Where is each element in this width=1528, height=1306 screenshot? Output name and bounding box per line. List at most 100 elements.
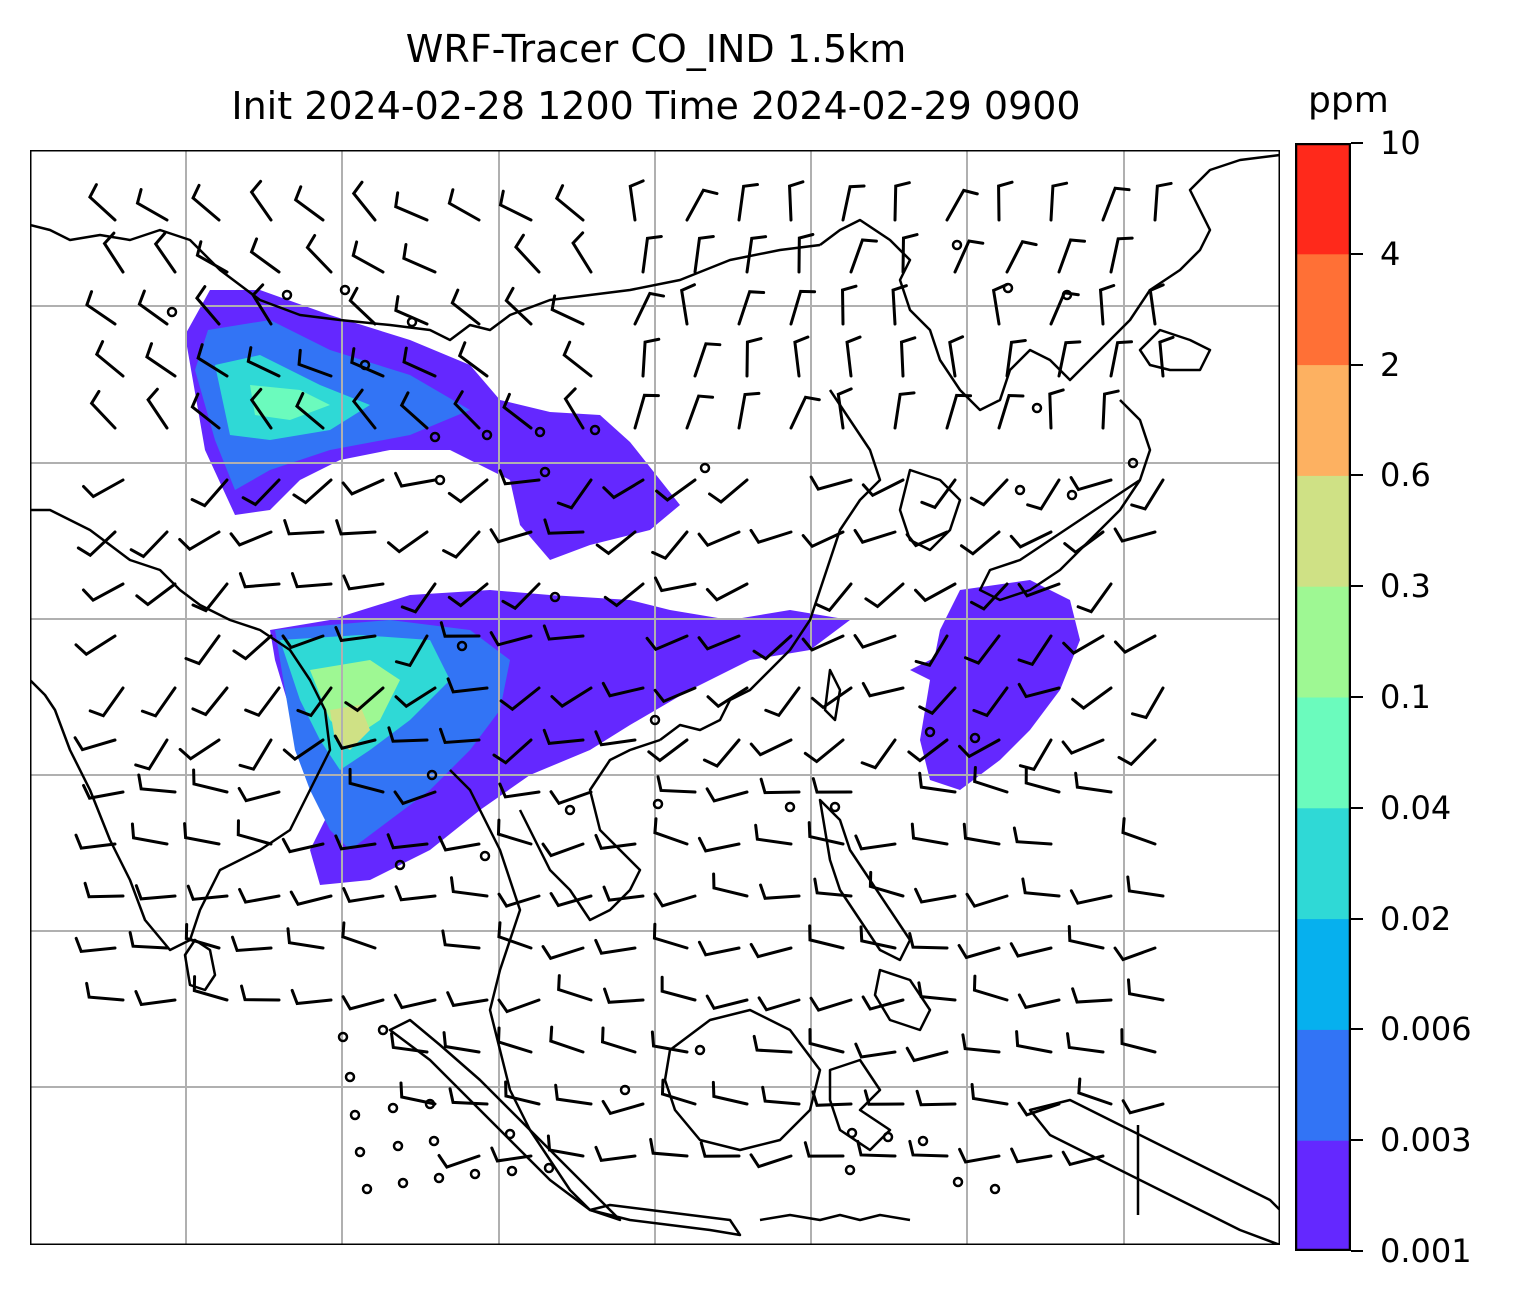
wind-barb (448, 1087, 489, 1106)
wind-barb (594, 833, 637, 851)
wind-barb (134, 990, 177, 1007)
wind-barb (1026, 478, 1061, 511)
wind-barb (489, 631, 533, 647)
wind-barb (394, 295, 429, 326)
wind-barb (1121, 1099, 1165, 1115)
wind-barb (595, 530, 637, 556)
wind-barb (571, 231, 593, 274)
wind-barb (241, 478, 281, 507)
wind-barb (344, 686, 385, 713)
wind-barb (238, 887, 281, 904)
wind-barb (680, 283, 696, 326)
wind-barb (849, 238, 878, 274)
wind-barb (603, 582, 645, 608)
wind-barb (594, 938, 637, 955)
wind-barb (1109, 340, 1134, 378)
wind-barb (653, 686, 697, 704)
wind-barb (293, 185, 325, 222)
wind-barb (191, 183, 221, 222)
wind-barb (137, 289, 169, 326)
wind-barb (697, 530, 741, 548)
wind-barb (891, 284, 908, 326)
wind-barb (1153, 181, 1173, 222)
wind-barb (496, 818, 533, 846)
wind-barb (1021, 877, 1061, 898)
wind-barb (195, 285, 221, 326)
wind-barb (1005, 240, 1038, 274)
wind-barb (652, 922, 689, 950)
wind-barb (441, 929, 481, 950)
wind-barb (282, 738, 325, 762)
wind-barb (498, 782, 541, 799)
colorbar-segment (1295, 143, 1351, 255)
wind-barb (546, 1134, 585, 1158)
wind-barb (1024, 767, 1061, 794)
wind-barb (807, 821, 845, 846)
wind-barb (908, 1139, 949, 1158)
wind-barb (489, 528, 533, 544)
wind-barb (351, 180, 377, 222)
wind-barb (853, 634, 897, 649)
wind-barb (737, 183, 759, 222)
wind-barb (563, 387, 585, 430)
wind-barb (1113, 946, 1157, 962)
wind-barb (808, 924, 845, 950)
wind-barb (190, 392, 221, 430)
wind-barb (286, 927, 325, 950)
wind-barb (656, 775, 697, 794)
wind-barb (1017, 682, 1061, 699)
wind-barb (649, 1137, 689, 1158)
wind-barb (238, 572, 281, 589)
wind-barb (600, 1026, 637, 1054)
wind-barb (650, 1030, 689, 1054)
wind-barb (232, 634, 273, 661)
wind-barb (437, 1153, 481, 1169)
wind-barb (1062, 634, 1105, 655)
colorbar-tick-label: 0.006 (1380, 1010, 1472, 1049)
wind-barb (905, 1046, 949, 1063)
colorbar-segment (1295, 697, 1351, 809)
wind-barb (602, 478, 645, 500)
wind-barb (861, 478, 905, 498)
wind-barb (1067, 925, 1105, 950)
wind-barb (915, 1089, 957, 1107)
wind-barb (1012, 826, 1053, 846)
wind-barb (997, 180, 1014, 222)
wind-barb (399, 1081, 437, 1106)
wind-barb (341, 478, 385, 496)
wind-barb (453, 390, 481, 430)
wind-barb (893, 391, 916, 430)
map-panel (30, 150, 1280, 1245)
wind-barb (1049, 181, 1069, 222)
wind-barb (236, 819, 273, 846)
wind-barb (948, 335, 965, 378)
colorbar-segment (1295, 364, 1351, 476)
wind-barb (901, 233, 919, 274)
wind-barb (335, 519, 377, 536)
wind-barb (737, 290, 766, 326)
wind-barb (246, 346, 281, 378)
wind-barb (297, 348, 333, 378)
wind-barb (918, 686, 957, 716)
wind-barb (970, 1083, 1009, 1106)
chart-title-line1: WRF-Tracer CO_IND 1.5km (405, 27, 907, 71)
wind-barb (402, 346, 437, 378)
wind-barb (498, 189, 533, 222)
wind-barb (601, 681, 645, 698)
wind-barb (793, 335, 810, 378)
wind-barb (191, 582, 229, 613)
wind-barb (89, 389, 117, 430)
wind-barb (1009, 942, 1053, 958)
wind-barb (73, 736, 117, 752)
wind-barb (1113, 527, 1157, 543)
colorbar-unit: ppm (1308, 80, 1389, 121)
wind-barb (554, 1083, 593, 1106)
wind-barb (1009, 530, 1053, 549)
wind-barb (283, 519, 325, 536)
wind-barb (702, 738, 741, 768)
wind-barb (705, 582, 749, 602)
wind-barb (289, 890, 333, 906)
wind-barb (907, 738, 949, 763)
wind-barb (85, 290, 117, 326)
wind-barb (502, 392, 533, 430)
